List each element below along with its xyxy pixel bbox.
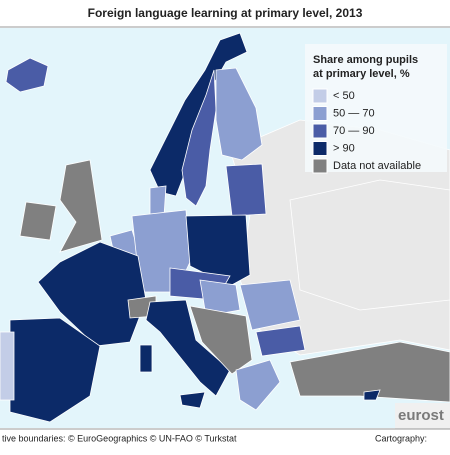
footer-credits: tive boundaries: © EuroGeographics © UN-…: [2, 433, 237, 443]
title: Foreign language learning at primary lev…: [88, 6, 363, 20]
legend-label: > 90: [333, 142, 355, 154]
footer-cartography: Cartography:: [375, 433, 427, 443]
legend-swatch: [312, 158, 328, 174]
portugal: [0, 331, 15, 401]
bulgaria: [255, 325, 306, 357]
sardinia: [139, 344, 153, 373]
denmark: [149, 185, 167, 217]
legend-items: < 50 50 — 70 70 — 90 > 90 Data not available: [312, 88, 421, 174]
western-balkans: [189, 305, 253, 375]
sicily: [179, 391, 206, 409]
greece: [235, 359, 281, 411]
hungary: [199, 279, 241, 317]
france: [37, 241, 147, 347]
united-kingdom: [59, 159, 103, 253]
spain: [9, 317, 101, 423]
legend-title: at primary level, %: [313, 68, 410, 80]
iceland: [5, 57, 49, 93]
legend-label: 70 — 90: [333, 125, 375, 137]
legend-swatch: [312, 141, 328, 156]
legend-swatch: [312, 106, 328, 121]
legend-label: 50 — 70: [333, 107, 375, 119]
legend-label: < 50: [333, 90, 355, 102]
countries: [0, 32, 450, 423]
legend-swatch: [312, 88, 328, 104]
ireland: [19, 201, 57, 241]
non-eu-land: [289, 179, 450, 311]
legend-swatch: [312, 123, 328, 139]
legend-label: Data not available: [333, 160, 421, 172]
finland: [215, 67, 263, 161]
cyprus: [363, 389, 381, 401]
romania: [239, 279, 301, 331]
logo: eurost: [398, 407, 444, 424]
baltics: [225, 163, 267, 217]
legend-box: [305, 44, 447, 172]
italy: [145, 299, 231, 397]
legend-title: Share among pupils: [313, 54, 418, 66]
poland: [185, 214, 251, 287]
logo-box: [395, 403, 450, 429]
turkey: [289, 341, 450, 403]
sweden: [181, 69, 217, 207]
